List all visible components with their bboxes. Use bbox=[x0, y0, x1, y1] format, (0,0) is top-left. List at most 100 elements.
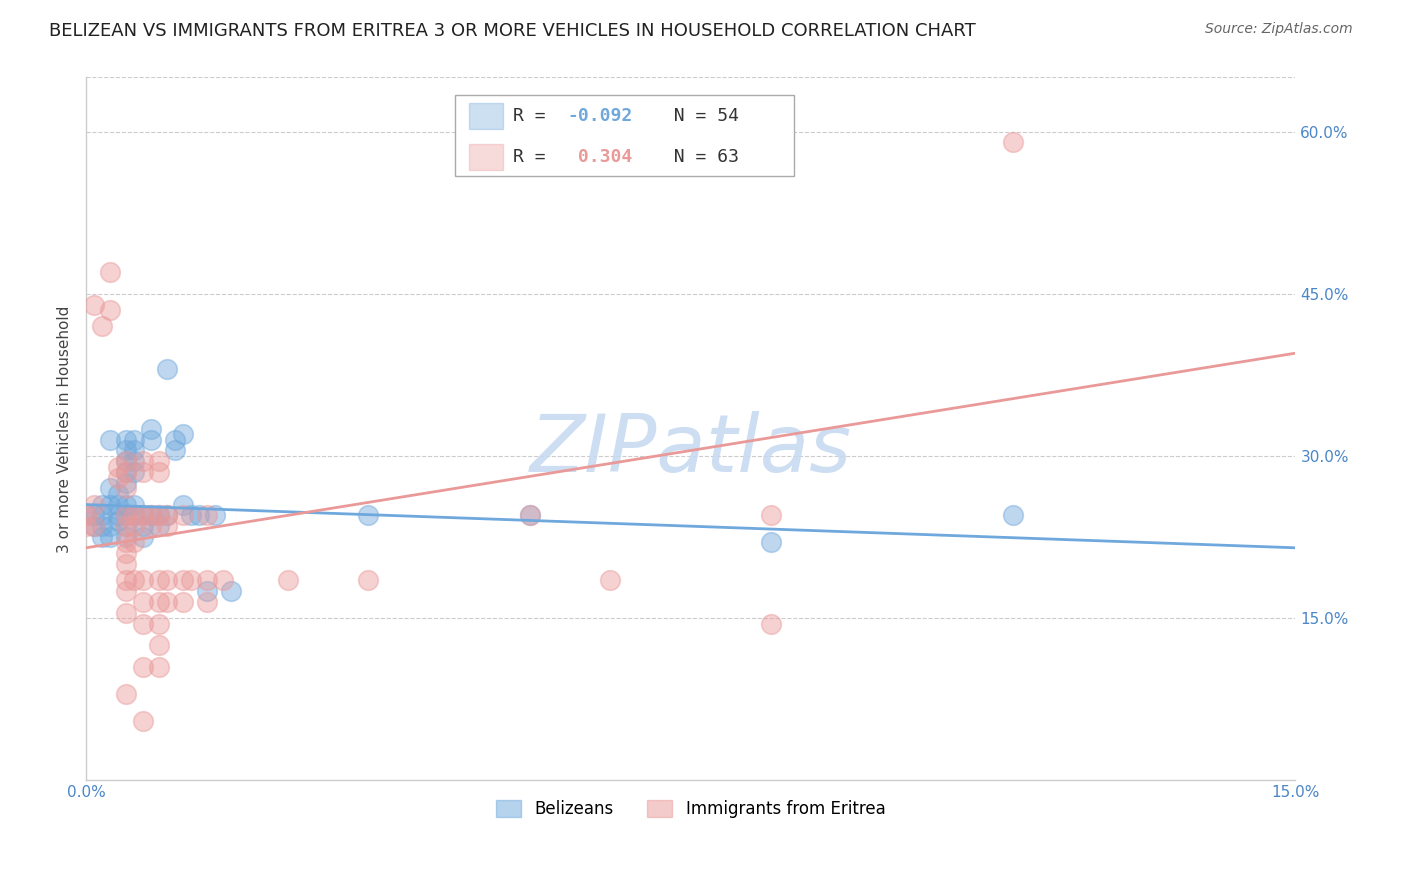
Point bbox=[98, 530, 121, 544]
FancyBboxPatch shape bbox=[470, 145, 503, 169]
Point bbox=[172, 498, 194, 512]
Point bbox=[519, 508, 541, 523]
Point bbox=[98, 433, 121, 447]
Point bbox=[124, 454, 146, 468]
Point bbox=[172, 595, 194, 609]
Point bbox=[115, 433, 138, 447]
Point bbox=[761, 508, 783, 523]
Point bbox=[115, 584, 138, 599]
Text: Source: ZipAtlas.com: Source: ZipAtlas.com bbox=[1205, 22, 1353, 37]
Point bbox=[131, 454, 153, 468]
Point bbox=[131, 508, 153, 523]
Point bbox=[131, 465, 153, 479]
Point bbox=[124, 508, 146, 523]
Point bbox=[124, 508, 146, 523]
Point bbox=[124, 519, 146, 533]
Point bbox=[91, 498, 114, 512]
Point bbox=[599, 574, 621, 588]
Point bbox=[107, 508, 129, 523]
Point bbox=[115, 475, 138, 490]
Point bbox=[98, 498, 121, 512]
Point bbox=[139, 508, 162, 523]
Point bbox=[115, 465, 138, 479]
Text: R =: R = bbox=[513, 148, 557, 166]
Point bbox=[148, 465, 170, 479]
Point bbox=[91, 319, 114, 334]
Point bbox=[107, 487, 129, 501]
Point bbox=[131, 616, 153, 631]
Point bbox=[131, 508, 153, 523]
Point bbox=[115, 465, 138, 479]
Point bbox=[277, 574, 299, 588]
Text: -0.092: -0.092 bbox=[568, 107, 633, 125]
Point bbox=[1002, 508, 1025, 523]
Text: N = 63: N = 63 bbox=[652, 148, 740, 166]
FancyBboxPatch shape bbox=[456, 95, 793, 176]
Point bbox=[124, 465, 146, 479]
Point bbox=[107, 470, 129, 484]
Point bbox=[187, 508, 209, 523]
Point bbox=[124, 443, 146, 458]
Point bbox=[131, 714, 153, 728]
Point bbox=[91, 519, 114, 533]
Y-axis label: 3 or more Vehicles in Household: 3 or more Vehicles in Household bbox=[58, 305, 72, 552]
Point bbox=[195, 595, 218, 609]
Point bbox=[139, 508, 162, 523]
Point bbox=[115, 519, 138, 533]
Text: R =: R = bbox=[513, 107, 557, 125]
Point bbox=[98, 481, 121, 495]
Point bbox=[115, 557, 138, 571]
Point bbox=[131, 530, 153, 544]
Point bbox=[357, 508, 380, 523]
Point bbox=[172, 574, 194, 588]
Point bbox=[124, 574, 146, 588]
Point bbox=[124, 433, 146, 447]
Point bbox=[115, 606, 138, 620]
Point bbox=[83, 498, 105, 512]
Point bbox=[156, 574, 179, 588]
Point bbox=[115, 687, 138, 701]
Point bbox=[115, 574, 138, 588]
Point bbox=[139, 422, 162, 436]
Point bbox=[195, 574, 218, 588]
Text: 0.304: 0.304 bbox=[568, 148, 633, 166]
Point bbox=[98, 519, 121, 533]
Point bbox=[180, 574, 202, 588]
Point bbox=[519, 508, 541, 523]
Point bbox=[83, 519, 105, 533]
Point bbox=[204, 508, 226, 523]
Point bbox=[115, 535, 138, 549]
Point bbox=[115, 454, 138, 468]
Point bbox=[98, 302, 121, 317]
Point bbox=[148, 638, 170, 652]
Point bbox=[148, 574, 170, 588]
Text: N = 54: N = 54 bbox=[652, 107, 740, 125]
Point bbox=[357, 574, 380, 588]
Point bbox=[115, 481, 138, 495]
Point bbox=[91, 508, 114, 523]
Point bbox=[156, 508, 179, 523]
Point bbox=[163, 433, 186, 447]
Text: BELIZEAN VS IMMIGRANTS FROM ERITREA 3 OR MORE VEHICLES IN HOUSEHOLD CORRELATION : BELIZEAN VS IMMIGRANTS FROM ERITREA 3 OR… bbox=[49, 22, 976, 40]
Point bbox=[115, 508, 138, 523]
Point bbox=[156, 508, 179, 523]
Point bbox=[139, 519, 162, 533]
Point bbox=[115, 519, 138, 533]
Point bbox=[115, 443, 138, 458]
Point bbox=[219, 584, 242, 599]
Point bbox=[107, 498, 129, 512]
Point bbox=[115, 508, 138, 523]
Point bbox=[107, 459, 129, 474]
Point bbox=[1002, 136, 1025, 150]
Point bbox=[124, 498, 146, 512]
Point bbox=[156, 519, 179, 533]
Point bbox=[195, 584, 218, 599]
Point bbox=[156, 595, 179, 609]
Point bbox=[83, 297, 105, 311]
Point bbox=[148, 454, 170, 468]
Point bbox=[195, 508, 218, 523]
Point bbox=[115, 454, 138, 468]
Point bbox=[75, 508, 97, 523]
Point bbox=[172, 508, 194, 523]
Point bbox=[115, 498, 138, 512]
